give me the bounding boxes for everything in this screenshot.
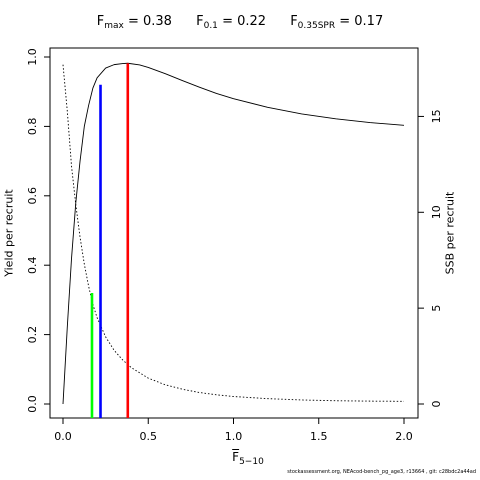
y-axis-right-label: SSB per recruit bbox=[443, 191, 457, 275]
title-f01: F0.1 = 0.22 bbox=[196, 14, 267, 31]
y-left-tick-label: 0.0 bbox=[26, 395, 39, 413]
x-tick-label: 0.0 bbox=[54, 430, 72, 443]
y-axis-right: 0 5 10 15 bbox=[418, 109, 443, 408]
y-right-tick-label: 15 bbox=[430, 109, 443, 123]
y-right-tick-label: 0 bbox=[430, 401, 443, 408]
y-left-tick-label: 1.0 bbox=[26, 48, 39, 66]
y-axis-left-label: Yield per recruit bbox=[2, 189, 16, 277]
x-tick-label: 1.5 bbox=[310, 430, 328, 443]
y-left-tick-label: 0.8 bbox=[26, 118, 39, 135]
series-group bbox=[62, 62, 405, 405]
x-tick-label: 2.0 bbox=[395, 430, 413, 443]
footer-source: stockassessment.org, NEAcod-bench_pg_age… bbox=[287, 469, 476, 475]
reference-lines bbox=[90, 63, 130, 418]
title-fmax: Fmax = 0.38 bbox=[96, 14, 172, 31]
x-axis-label: F5−10 bbox=[232, 450, 264, 467]
y-right-tick-label: 10 bbox=[430, 205, 443, 219]
x-tick-label: 0.5 bbox=[140, 430, 158, 443]
y-left-tick-label: 0.6 bbox=[26, 187, 39, 205]
chart-title: Fmax = 0.38 F0.1 = 0.22 F0.35SPR = 0.17 bbox=[0, 14, 480, 31]
y-axis-left: 0.0 0.2 0.4 0.6 0.8 1.0 bbox=[26, 48, 50, 413]
yield-per-recruit-line bbox=[62, 62, 405, 405]
ssb-per-recruit-line bbox=[62, 64, 405, 402]
plot-frame bbox=[49, 47, 419, 419]
y-left-tick-label: 0.2 bbox=[26, 326, 39, 344]
x-axis: 0.0 0.5 1.0 1.5 2.0 bbox=[54, 418, 413, 443]
y-left-tick-label: 0.4 bbox=[26, 256, 39, 274]
y-right-tick-label: 5 bbox=[430, 305, 443, 312]
title-f035spr: F0.35SPR = 0.17 bbox=[290, 14, 384, 31]
x-tick-label: 1.0 bbox=[225, 430, 243, 443]
